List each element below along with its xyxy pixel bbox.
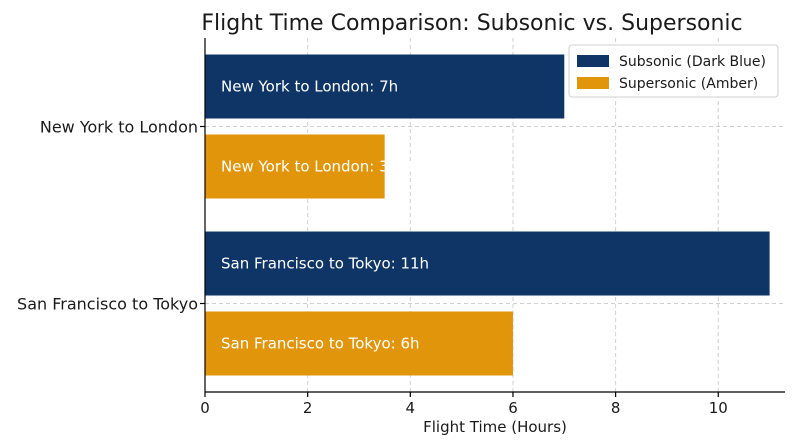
bar-subsonic-1 (205, 231, 770, 296)
x-tick-label: 10 (709, 399, 728, 417)
x-tick-label: 0 (200, 399, 210, 417)
bar-supersonic-1 (205, 311, 513, 376)
legend-swatch-supersonic (577, 77, 609, 89)
bars: New York to London: 7h New York to London… (205, 54, 770, 376)
bar-data-label: New York to London: 7h (221, 78, 398, 96)
axes: New York to London San Francisco to Tokyo… (17, 38, 785, 417)
x-axis-label: Flight Time (Hours) (423, 418, 567, 436)
legend-box (568, 44, 779, 98)
bar-data-label: New York to London: 3.5h (221, 158, 412, 176)
chart-title: Flight Time Comparison: Subsonic vs. Sup… (201, 11, 742, 36)
x-tick-label: 8 (611, 399, 621, 417)
bar-subsonic-0 (205, 54, 565, 119)
legend-label-subsonic: Subsonic (Dark Blue) (619, 54, 766, 70)
legend-swatch-subsonic (577, 55, 609, 67)
y-tick-label: New York to London (40, 118, 198, 137)
bar-data-label: San Francisco to Tokyo: 6h (221, 335, 420, 353)
bar-supersonic-0 (205, 134, 385, 199)
bar-data-label: San Francisco to Tokyo: 11h (221, 255, 429, 273)
legend: Subsonic (Dark Blue) Supersonic (Amber) (568, 44, 779, 98)
x-tick-label: 2 (303, 399, 313, 417)
legend-label-supersonic: Supersonic (Amber) (619, 76, 758, 92)
x-tick-label: 6 (508, 399, 518, 417)
x-tick-label: 4 (406, 399, 416, 417)
y-tick-label: San Francisco to Tokyo (17, 295, 198, 314)
